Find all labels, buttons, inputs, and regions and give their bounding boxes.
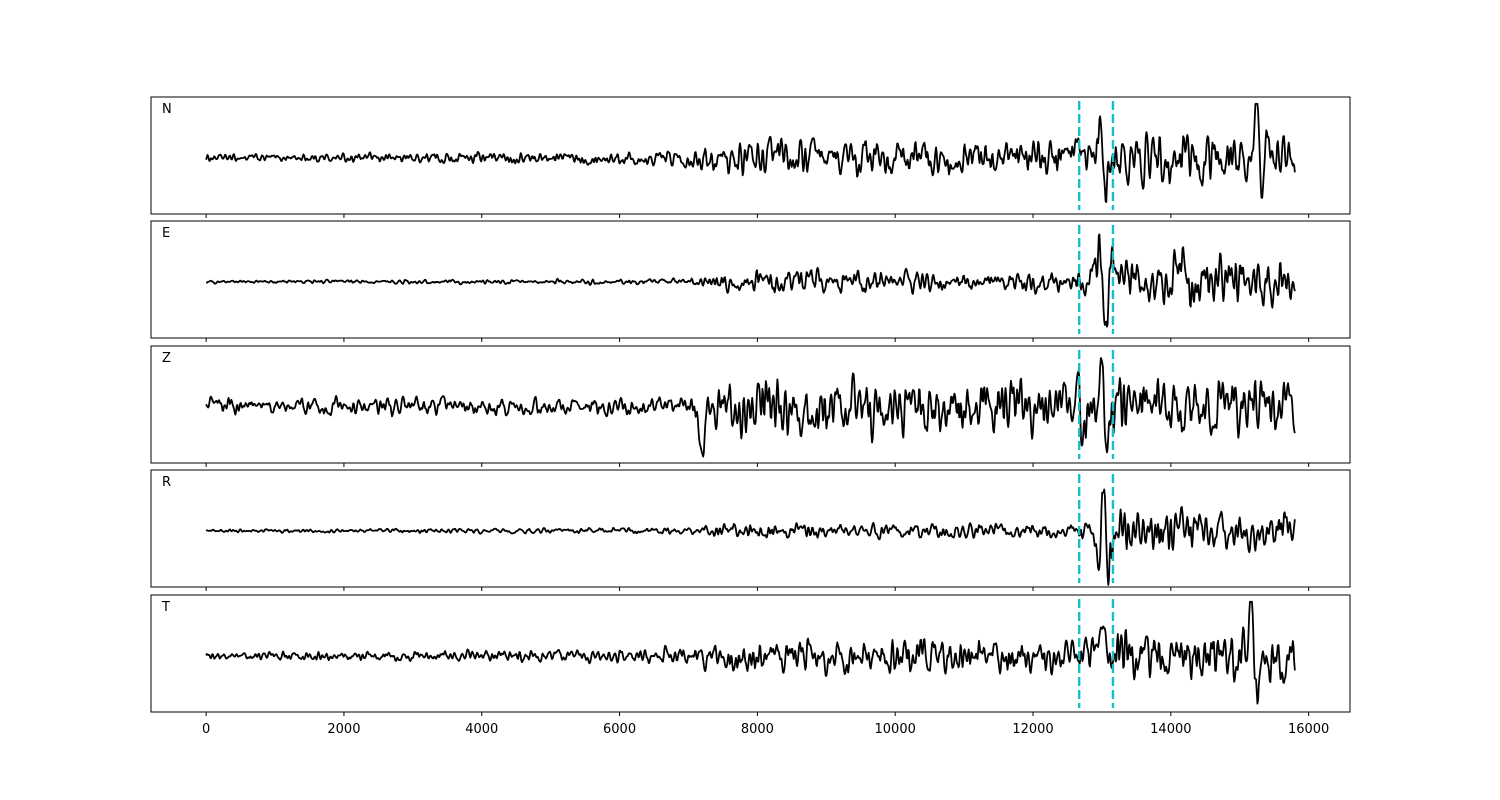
waveform-trace-z [205,357,1296,458]
x-tick-label: 0 [202,722,210,737]
x-tick-label: 12000 [1012,722,1053,737]
panel-label-t: T [161,600,170,615]
panel-label-e: E [162,226,170,241]
panel-n: N [150,96,1351,218]
panel-frame [150,220,1351,339]
x-tick-label: 14000 [1150,722,1191,737]
x-tick-label: 10000 [875,722,916,737]
panel-r: R [150,469,1351,591]
panel-z: Z [150,345,1351,467]
panel-label-r: R [162,475,171,490]
panel-t: T [150,594,1351,716]
waveform-trace-n [205,102,1296,203]
panels-group: N E Z R T [150,96,1351,716]
panel-e: E [150,220,1351,342]
x-tick-label: 4000 [465,722,498,737]
panel-label-z: Z [162,351,171,366]
panel-frame [150,469,1351,588]
x-tick-label: 6000 [603,722,636,737]
panel-frame [150,594,1351,713]
panel-label-n: N [162,102,172,117]
x-tick-label: 8000 [741,722,774,737]
panel-frame [150,345,1351,464]
waveform-trace-t [205,600,1296,705]
waveform-trace-r [205,488,1296,586]
panel-frame [150,96,1351,215]
x-tick-label: 2000 [327,722,360,737]
x-axis: 0 2000 4000 6000 8000 10000 12000 14000 16000 [202,722,1329,737]
x-tick-label: 16000 [1288,722,1329,737]
waveform-trace-e [205,233,1296,328]
